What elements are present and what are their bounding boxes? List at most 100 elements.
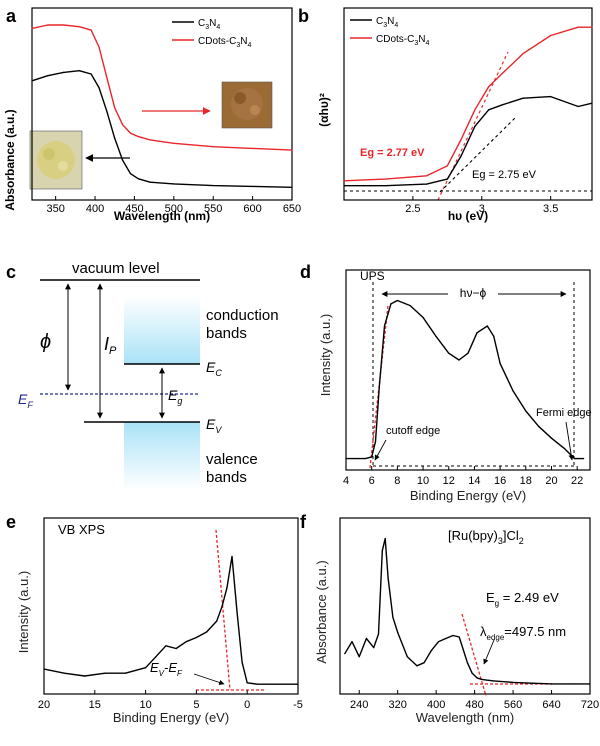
panel-e-xtick-label: 0 — [244, 699, 250, 711]
panel-a-photo-cdots — [221, 81, 273, 129]
panel-a-point — [149, 181, 151, 183]
panel-e-point — [297, 683, 299, 685]
panel-a-xtick-label: 350 — [46, 203, 64, 215]
panel-e-point — [104, 672, 106, 674]
panel-d-xtick-label: 12 — [443, 475, 455, 487]
panel-f-edge: λedge=497.5 nm — [480, 624, 566, 642]
panel-a-point — [78, 70, 80, 72]
panel-b-point — [501, 104, 503, 106]
panel-d-xtick-label: 6 — [369, 475, 375, 487]
panel-f-point — [471, 672, 473, 674]
panel-e-point — [221, 606, 223, 608]
panel-f-point — [416, 665, 418, 667]
panel-e-arrow — [193, 673, 225, 686]
panel-f-point — [344, 653, 346, 655]
panel-a-point — [129, 173, 132, 175]
conduction-label-2: bands — [206, 325, 247, 342]
panel-d-point — [409, 305, 411, 307]
panel-e-point — [63, 672, 65, 674]
panel-f-red-edge — [461, 613, 487, 697]
conduction-band-region — [124, 296, 200, 364]
panel-f-frame — [339, 517, 591, 695]
panel-d-point — [538, 425, 540, 427]
panel-b-point — [522, 97, 524, 99]
panel-b-point — [460, 155, 462, 157]
panel-f-point — [462, 647, 464, 649]
panel-a-xtick-label: 550 — [204, 203, 222, 215]
panel-f-point — [476, 677, 478, 679]
panel-d-point — [493, 335, 495, 337]
panel-e-ev-ef: EV-EF — [150, 660, 183, 678]
panel-a-point — [114, 107, 116, 109]
panel-f-point — [486, 679, 488, 681]
panel-f-plot: 240 320 400 480 560 640 720 Wavelength (nm) — [339, 517, 599, 725]
panel-a-point — [62, 71, 65, 73]
panel-f-point — [512, 681, 514, 684]
panel-d-xtick-label: 16 — [494, 475, 506, 487]
panel-f-xtick-label: 240 — [350, 699, 368, 711]
panel-d-fermi-arrow — [565, 421, 574, 461]
panel-letter-f: f — [300, 512, 307, 532]
panel-b-eg-black: Eg = 2.75 eV — [472, 169, 537, 181]
panel-b-point — [488, 86, 490, 88]
conduction-label-1: conduction — [206, 307, 279, 324]
panel-d-point — [476, 332, 478, 334]
panel-b-ylabel: (αhυ)² — [317, 93, 331, 127]
panel-f-arrow — [483, 639, 495, 665]
panel-f-point — [381, 550, 383, 552]
panel-f-xtick-label: 720 — [581, 699, 599, 711]
panel-b-point — [577, 26, 579, 28]
panel-b-frame — [343, 7, 593, 201]
panel-b-point — [522, 53, 524, 55]
panel-d-point — [378, 384, 380, 387]
panel-f-xtick-label: 480 — [465, 699, 483, 711]
panel-b-point — [384, 185, 386, 187]
panel-f-point — [458, 636, 460, 638]
panel-e-point — [185, 641, 187, 643]
panel-f-point — [384, 538, 386, 540]
panel-letter-e: e — [6, 512, 16, 532]
panel-letter-c: c — [6, 262, 16, 282]
panel-f-point — [466, 662, 468, 664]
panel-c-diagram: vacuum level ϕ IP EF Eg EC EV conduction… — [18, 260, 279, 490]
panel-f-xtick-label: 560 — [504, 699, 522, 711]
panel-e-series-0 — [43, 555, 298, 685]
panel-e-frame — [43, 517, 299, 695]
panel-f-point — [438, 641, 440, 643]
panel-b-point — [446, 165, 448, 167]
panel-f-point — [570, 683, 572, 685]
panel-e-red-edge — [215, 529, 231, 691]
panel-d-point — [499, 362, 501, 364]
panel-d-point — [448, 352, 450, 354]
panel-b-plot: 2.5 3 3.5 hυ (eV) — [343, 7, 593, 223]
panel-e-point — [236, 610, 238, 613]
panel-b-xtick-label: 2.5 — [405, 203, 420, 215]
panel-e-point — [277, 683, 279, 685]
panel-b-point — [577, 105, 579, 108]
panel-f-point — [397, 631, 399, 634]
panel-b-point — [426, 175, 428, 177]
panel-d-xtick-label: 22 — [571, 475, 583, 487]
panel-a-point — [90, 73, 92, 75]
panel-a-point — [212, 146, 214, 148]
panel-a-point — [78, 26, 80, 28]
panel-b-point — [426, 183, 428, 185]
panel-f-point — [531, 682, 533, 684]
panel-d-title: UPS — [360, 269, 385, 283]
panel-e-xtick-label: 15 — [89, 699, 101, 711]
panel-d-series-0 — [346, 299, 584, 460]
ev-label: EV — [206, 416, 222, 435]
panel-d-xtick-label: 10 — [417, 475, 429, 487]
panel-b-point — [384, 178, 386, 180]
panel-a-point — [122, 124, 124, 126]
panel-d-xtick-label: 14 — [468, 475, 480, 487]
panel-b-point — [488, 109, 490, 111]
panel-d-point — [486, 325, 488, 327]
panel-a-point — [31, 80, 33, 82]
panel-d-xtick-label: 20 — [545, 475, 557, 487]
panel-f-point — [358, 656, 360, 658]
panel-f-point — [445, 637, 447, 640]
panel-d-xtick-label: 18 — [520, 475, 532, 487]
panel-d-point — [390, 303, 392, 305]
